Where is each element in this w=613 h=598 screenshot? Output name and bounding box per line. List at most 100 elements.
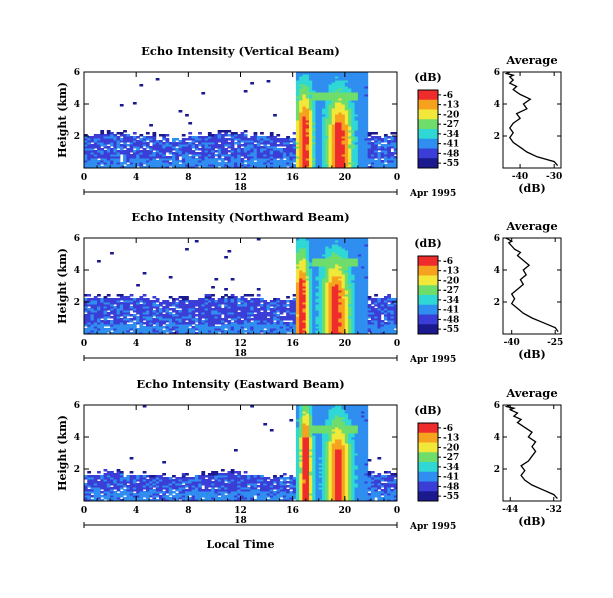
heatmap-cell [224,324,228,327]
heatmap-cell [266,152,271,155]
heatmap-cell [377,312,382,315]
heatmap-cell [211,324,215,327]
heatmap-cell [119,134,124,137]
heatmap-cell [155,304,160,307]
heatmap-cell [113,487,118,490]
heatmap-cell [302,252,307,255]
heatmap-cell [341,88,346,91]
heatmap-cell [191,160,196,163]
heatmap-cell [302,326,307,329]
heatmap-cell [328,264,333,267]
heatmap-cell [119,294,124,297]
heatmap-cell [158,304,163,307]
heatmap-cell [113,497,118,500]
heatmap-cell [253,304,258,307]
heatmap-cell [322,296,326,299]
heatmap-cell [308,302,313,305]
heatmap-cell [364,156,369,159]
heatmap-cell [198,158,202,161]
heatmap-cell [191,310,196,313]
heatmap-cell [305,260,310,263]
heatmap-cell [286,328,290,331]
heatmap-cell [149,324,153,327]
heatmap-cell [308,312,313,315]
heatmap-cell [224,320,228,323]
heatmap-cell [364,78,369,81]
heatmap-cell [322,290,326,293]
heatmap-cell [191,304,196,307]
heatmap-cell [341,238,346,241]
heatmap-cell [308,242,313,245]
heatmap-cell [123,320,127,323]
heatmap-cell [155,150,160,153]
heatmap-cell [367,166,372,169]
heatmap-cell [142,302,147,305]
heatmap-cell [181,324,186,327]
heatmap-cell [263,314,268,317]
heatmap-cell [87,162,92,165]
heatmap-cell [374,332,378,335]
heatmap-cell [145,146,150,149]
heatmap-cell [308,122,313,125]
heatmap-cell [374,312,378,315]
heatmap-cell [188,310,193,313]
heatmap-cell [139,140,144,143]
heatmap-cell [315,94,320,97]
heatmap-cell [299,82,303,85]
heatmap-cell [374,320,378,323]
heatmap-cell [211,156,215,159]
heatmap-cell [119,166,124,169]
heatmap-cell [87,489,92,492]
heatmap-cell [331,296,336,299]
heatmap-cell [357,152,362,155]
heatmap-cell [348,82,352,85]
heatmap-cell [299,100,303,103]
heatmap-cell [299,330,303,333]
heatmap-cell [344,116,349,119]
heatmap-cell [374,326,378,329]
heatmap-cell [158,160,163,163]
heatmap-cell [299,272,303,275]
heatmap-cell [220,322,225,325]
heatmap-cell [279,320,284,323]
heatmap-cell [335,106,339,109]
heatmap-cell [84,166,88,169]
heatmap-cell [361,288,365,291]
heatmap-cell [308,276,313,279]
heatmap-cell [250,330,255,333]
heatmap-cell [129,298,134,301]
heatmap-cell [344,136,349,139]
heatmap-cell [351,320,356,323]
heatmap-cell [374,304,378,307]
heatmap-cell [341,252,346,255]
heatmap-cell [387,148,391,151]
heatmap-cell [250,322,255,325]
heatmap-cell [149,160,153,163]
heatmap-cell [322,148,326,151]
heatmap-cell [172,316,176,319]
heatmap-cell [357,86,362,89]
heatmap-cell [331,106,336,109]
heatmap-cell [341,106,346,109]
avg-x-tick-label: -25 [547,338,563,348]
heatmap-cell [84,310,88,313]
heatmap-cell [250,162,255,165]
heatmap-cell [325,90,330,93]
heatmap-cell [361,110,365,113]
colorbar-frame [417,255,439,335]
heatmap-cell [351,272,356,275]
heatmap-cell [256,324,261,327]
heatmap-cell [315,312,320,315]
heatmap-cell [315,118,320,121]
heatmap-cell [302,306,307,309]
heatmap-cell [129,485,134,488]
heatmap-cell [132,150,137,153]
heatmap-cell [129,499,134,502]
heatmap-cell [152,146,157,149]
heatmap-cell [247,144,251,147]
heatmap-cell [90,483,95,486]
heatmap-cell [295,86,300,89]
heatmap-cell [155,142,160,145]
heatmap-cell [357,248,362,251]
heatmap-cell [126,304,131,307]
